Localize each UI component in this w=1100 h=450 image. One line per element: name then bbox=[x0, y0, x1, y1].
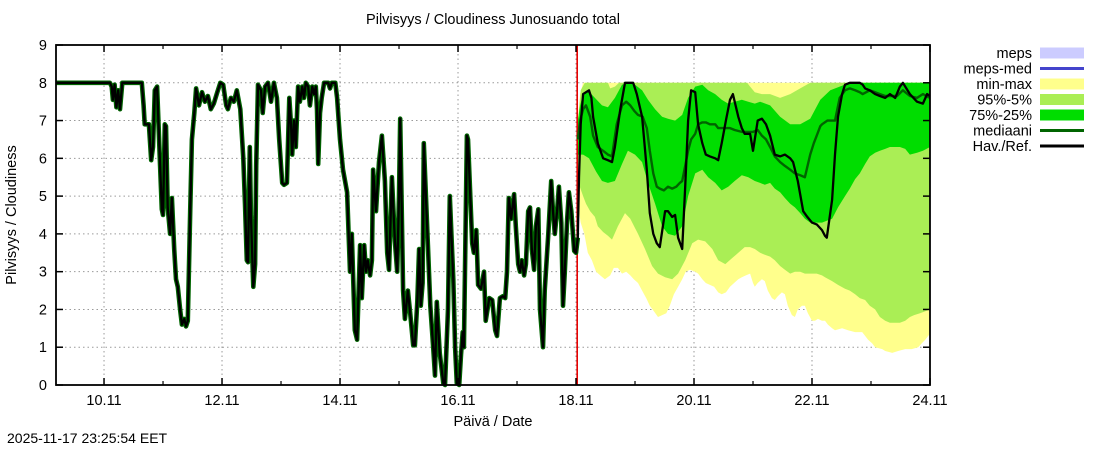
havref-line bbox=[56, 81, 931, 387]
legend-item-95-5-: 95%-5% bbox=[977, 93, 1084, 109]
legend-swatch-band bbox=[1040, 109, 1084, 121]
legend-item-meps-med: meps-med bbox=[964, 62, 1084, 78]
legend: mepsmeps-medmin-max95%-5%75%-25%mediaani… bbox=[964, 46, 1084, 155]
y-tick-label: 8 bbox=[39, 76, 47, 92]
x-tick-label: 18.11 bbox=[558, 393, 593, 409]
chart-title: Pilvisyys / Cloudiness Junosuando total bbox=[366, 12, 620, 28]
legend-item-mediaani: mediaani bbox=[973, 124, 1084, 140]
legend-label: meps-med bbox=[964, 62, 1033, 78]
y-tick-label: 0 bbox=[39, 378, 47, 394]
generated-timestamp: 2025-11-17 23:25:54 EET bbox=[7, 430, 168, 446]
median-forecast-line bbox=[576, 87, 931, 192]
legend-item-hav-ref-: Hav./Ref. bbox=[973, 139, 1084, 155]
x-tick-label: 22.11 bbox=[794, 393, 829, 409]
band-75-25- bbox=[577, 82, 930, 236]
y-tick-label: 7 bbox=[39, 114, 47, 130]
x-tick-label: 14.11 bbox=[322, 393, 357, 409]
x-tick-label: 10.11 bbox=[86, 393, 121, 409]
x-tick-label: 20.11 bbox=[676, 393, 711, 409]
plot-border bbox=[55, 44, 931, 386]
legend-label: min-max bbox=[976, 77, 1032, 93]
legend-label: Hav./Ref. bbox=[973, 139, 1032, 155]
legend-item-meps: meps bbox=[997, 46, 1084, 62]
legend-label: meps bbox=[997, 46, 1032, 62]
legend-item-75-25-: 75%-25% bbox=[969, 108, 1084, 124]
x-tick-label: 24.11 bbox=[912, 393, 947, 409]
legend-swatch-band bbox=[1040, 94, 1084, 105]
y-tick-label: 3 bbox=[39, 265, 47, 281]
axes-frame-layer: 0 1 2 3 4 5 6 7 8 9 10.11 12.11 14.11 16.11 18.11 20.11… bbox=[39, 38, 948, 409]
legend-label: 75%-25% bbox=[969, 108, 1032, 124]
legend-label: mediaani bbox=[973, 124, 1032, 140]
forecast-bands-layer bbox=[576, 45, 930, 385]
legend-item-min-max: min-max bbox=[976, 77, 1084, 93]
y-tick-label: 5 bbox=[39, 189, 47, 205]
legend-swatch-band bbox=[1040, 47, 1084, 59]
y-tick-label: 2 bbox=[39, 302, 47, 318]
x-axis-label: Päivä / Date bbox=[454, 414, 533, 430]
legend-swatch-band bbox=[1040, 78, 1084, 90]
x-tick-label: 16.11 bbox=[440, 393, 475, 409]
data-lines-layer bbox=[56, 80, 931, 388]
y-axis-label: Pilvisyys / Cloudiness bbox=[4, 145, 20, 284]
y-tick-label: 4 bbox=[39, 227, 47, 243]
y-tick-label: 1 bbox=[39, 340, 47, 356]
y-tick-label: 6 bbox=[39, 151, 47, 167]
y-tick-label: 9 bbox=[39, 38, 47, 54]
legend-label: 95%-5% bbox=[977, 93, 1032, 109]
x-tick-label: 12.11 bbox=[204, 393, 239, 409]
